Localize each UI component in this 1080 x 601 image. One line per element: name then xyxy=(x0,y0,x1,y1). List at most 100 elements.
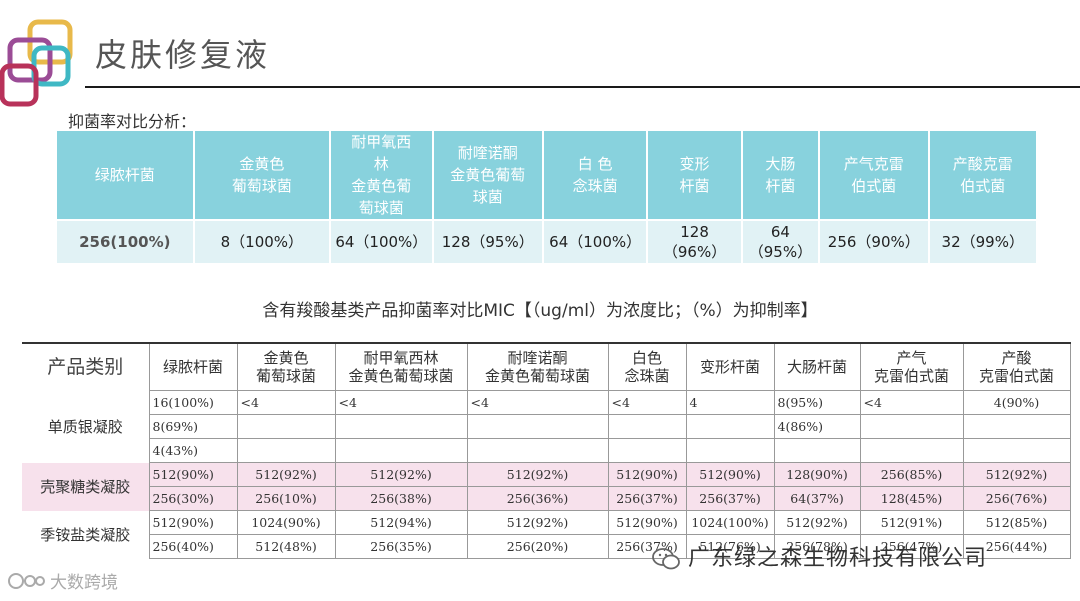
mic-value-cell: 512(90%) xyxy=(685,462,775,487)
table-row: 8(69%) 4(86%) xyxy=(22,414,1071,439)
summary-header-cell: 大肠 杆菌 xyxy=(742,131,819,219)
mic-value-cell xyxy=(236,438,336,463)
mic-value-cell xyxy=(236,414,336,439)
section1-label: 抑菌率对比分析： xyxy=(68,112,197,131)
category-header: 产品类别 xyxy=(22,342,149,391)
mic-value-cell xyxy=(685,438,775,463)
page-title: 皮肤修复液 xyxy=(95,36,271,74)
antibacterial-summary-table: 绿脓杆菌 金黄色 葡萄球菌 耐甲氧西林金黄色葡 萄球菌 耐喹诺酮 金黄色葡萄 球菌白 色念珠菌… xyxy=(55,131,1038,263)
mic-header-cell: 产酸 克雷伯式菌 xyxy=(962,342,1071,391)
mic-value-cell xyxy=(334,414,468,439)
summary-value-cell: 64 （95%） xyxy=(742,221,819,263)
summary-header-cell: 产气克雷 伯式菌 xyxy=(820,131,928,219)
mic-header-cell: 大肠杆菌 xyxy=(773,342,861,391)
table-row: 壳聚糖类凝胶 512(90%) 512(92%) 512(92%) 512(92%) 51… xyxy=(22,462,1071,511)
mic-value-cell: 128(45%) xyxy=(859,486,964,511)
product-category-cell: 壳聚糖类凝胶 xyxy=(22,462,149,511)
mic-value-cell xyxy=(607,438,687,463)
mic-value-cell: 512(91%) xyxy=(859,510,964,535)
company-logo xyxy=(0,18,80,108)
summary-header-row: 绿脓杆菌 金黄色 葡萄球菌 耐甲氧西林金黄色葡 萄球菌 耐喹诺酮 金黄色葡萄 球菌白 色念珠菌… xyxy=(57,131,1036,219)
section2-caption: 含有羧酸基类产品抑菌率对比MIC【（ug/ml）为浓度比；（%）为抑制率】 xyxy=(262,301,818,321)
mic-value-cell xyxy=(859,438,964,463)
mic-value-cell: <4 xyxy=(334,390,468,415)
summary-header-cell: 金黄色 葡萄球菌 xyxy=(194,131,330,219)
mic-header-cell: 白色 念珠菌 xyxy=(607,342,687,391)
mic-value-cell: 512(90%) xyxy=(607,462,687,487)
mic-value-cell: 512(90%) xyxy=(148,510,238,535)
mic-value-cell xyxy=(859,414,964,439)
summary-value-cell: 256（90%） xyxy=(820,221,928,263)
mic-value-cell: 256(37%) xyxy=(685,486,775,511)
mic-value-cell: 512(85%) xyxy=(962,510,1071,535)
mic-value-cell: <4 xyxy=(607,390,687,415)
mic-value-cell xyxy=(773,438,861,463)
title-divider xyxy=(85,86,1080,88)
mic-header-cell: 耐甲氧西林 金黄色葡萄球菌 xyxy=(334,342,468,391)
mic-value-cell: 8(69%) xyxy=(148,414,238,439)
mic-value-cell: 16(100%) xyxy=(148,390,238,415)
mic-value-cell: 128(90%) xyxy=(773,462,861,487)
mic-value-cell: 512(92%) xyxy=(236,462,336,487)
mic-value-cell xyxy=(466,438,609,463)
summary-header-cell: 耐甲氧西林金黄色葡 萄球菌 xyxy=(331,131,432,219)
summary-header-cell: 绿脓杆菌 xyxy=(57,131,193,219)
mic-value-cell: 256(10%) xyxy=(236,486,336,511)
summary-value-cell: 256(100%) xyxy=(57,221,193,263)
mic-header-row: 产品类别 绿脓杆菌 金黄色 葡萄球菌 耐甲氧西林 金黄色葡萄球菌 耐喹诺酮 金黄色葡萄球菌 白色… xyxy=(22,342,1071,391)
mic-value-cell: 512(92%) xyxy=(962,462,1071,487)
mic-value-cell: 256(30%) xyxy=(148,486,238,511)
summary-header-cell: 白 色念珠菌 xyxy=(543,131,647,219)
mic-value-cell: 512(92%) xyxy=(466,462,609,487)
summary-value-cell: 64（100%） xyxy=(331,221,432,263)
mic-value-cell: 256(38%) xyxy=(334,486,468,511)
mic-value-cell: 4(86%) xyxy=(773,414,861,439)
mic-value-cell: 64(37%) xyxy=(773,486,861,511)
mic-value-cell: 4(90%) xyxy=(962,390,1071,415)
summary-header-cell: 产酸克雷 伯式菌 xyxy=(929,131,1036,219)
mic-value-cell: 256(20%) xyxy=(466,534,609,559)
product-category-cell: 单质银凝胶 xyxy=(47,418,123,436)
mic-value-cell: 256(35%) xyxy=(334,534,468,559)
mic-value-cell: 1024(100%) xyxy=(685,510,775,535)
mic-value-cell: 256(47%) xyxy=(859,534,964,559)
mic-value-cell xyxy=(685,414,775,439)
mic-comparison-table: 产品类别 绿脓杆菌 金黄色 葡萄球菌 耐甲氧西林 金黄色葡萄球菌 耐喹诺酮 金黄色葡萄球菌 白色… xyxy=(22,342,1071,559)
mic-value-cell: 512(76%) xyxy=(685,534,775,559)
table-row: 季铵盐类凝胶 512(90%) 1024(90%) 512(94%) 512(92%) 5… xyxy=(22,510,1071,544)
summary-value-cell: 32（99%） xyxy=(929,221,1036,263)
mic-value-cell xyxy=(466,414,609,439)
source-watermark-text: 大数跨境 xyxy=(50,573,118,593)
company-watermark: 广东绿之森生物科技有限公司 xyxy=(652,540,987,572)
table-row: 单质银凝胶 16(100%) <4 <4 <4 <4 4 8(95%) <4 4(90%) xyxy=(22,390,1071,436)
mic-value-cell xyxy=(962,414,1071,439)
mic-value-cell: <4 xyxy=(466,390,609,415)
mic-value-cell: 256(36%) xyxy=(466,486,609,511)
mic-value-cell: 256(40%) xyxy=(148,534,238,559)
mic-value-cell: 256(78%) xyxy=(773,534,861,559)
mic-value-cell: 512(90%) xyxy=(607,510,687,535)
product-category-cell: 季铵盐类凝胶 xyxy=(40,526,131,544)
mic-value-cell: <4 xyxy=(236,390,336,415)
mic-value-cell: 1024(90%) xyxy=(236,510,336,535)
summary-value-cell: 8（100%） xyxy=(194,221,330,263)
mic-comparison-table-wrapper: 产品类别 绿脓杆菌 金黄色 葡萄球菌 耐甲氧西林 金黄色葡萄球菌 耐喹诺酮 金黄色葡萄球菌 白色… xyxy=(22,342,1071,559)
mic-value-cell: 512(92%) xyxy=(773,510,861,535)
mic-header-cell: 金黄色 葡萄球菌 xyxy=(236,342,336,391)
mic-value-cell: 256(44%) xyxy=(962,534,1071,559)
mic-header-cell: 产气 克雷伯式菌 xyxy=(859,342,964,391)
mic-header-cell: 耐喹诺酮 金黄色葡萄球菌 xyxy=(466,342,609,391)
mic-value-cell: 4 xyxy=(685,390,775,415)
table-row: 256(40%) 512(48%) 256(35%) 256(20%) 256(37%)… xyxy=(22,534,1071,559)
mic-value-cell: 512(94%) xyxy=(334,510,468,535)
mic-header-cell: 绿脓杆菌 xyxy=(148,342,238,391)
summary-header-cell: 耐喹诺酮 金黄色葡萄 球菌 xyxy=(433,131,542,219)
mic-value-cell: <4 xyxy=(859,390,964,415)
summary-value-cell: 128（95%） xyxy=(433,221,542,263)
table-row: 4(43%) xyxy=(22,438,1071,463)
mic-value-cell: 4(43%) xyxy=(148,438,238,463)
mic-value-cell: 8(95%) xyxy=(773,390,861,415)
mic-value-cell xyxy=(607,414,687,439)
summary-header-cell: 变形 杆菌 xyxy=(648,131,741,219)
mic-value-cell xyxy=(962,438,1071,463)
